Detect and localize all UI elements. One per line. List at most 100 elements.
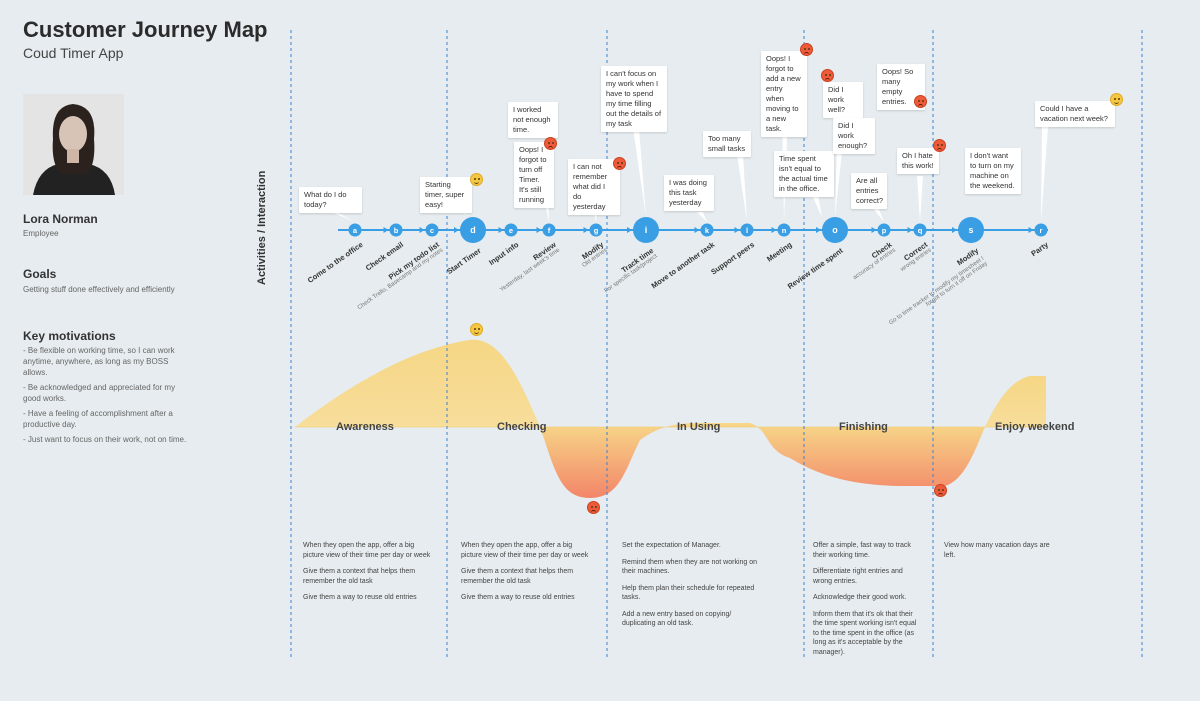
- motivation-item: - Be flexible on working time, so I can …: [23, 346, 175, 377]
- recommendation-item: Offer a simple, fast way to track their …: [813, 542, 911, 559]
- recommendations-awareness: When they open the app, offer a big pict…: [303, 541, 431, 610]
- timeline-arrow: [816, 227, 821, 233]
- timeline-arrow: [383, 227, 389, 233]
- step-node-letter: c: [430, 226, 434, 235]
- step-node-circle: [740, 223, 754, 237]
- bubble-thought: Are all entries correct?: [851, 173, 887, 209]
- persona-name: Lora Norman: [23, 212, 98, 226]
- step-node-letter: b: [394, 226, 399, 235]
- step-node-a: a: [348, 223, 362, 237]
- sad-face-icon: [613, 157, 626, 170]
- step-node-circle: [542, 223, 556, 237]
- step-node-letter: f: [548, 226, 551, 235]
- step-node-letter: d: [470, 225, 476, 235]
- step-node-l: l: [740, 223, 754, 237]
- step-node-circle: [633, 217, 659, 243]
- step-node-letter: q: [918, 226, 923, 235]
- step-node-f: f: [542, 223, 556, 237]
- bubble-thought: What do I do today?: [299, 187, 362, 213]
- step-node-circle: [913, 223, 927, 237]
- bubble-thought: Too many small tasks: [703, 131, 751, 157]
- sad-face-icon: [821, 69, 834, 82]
- step-node-q: q: [913, 223, 927, 237]
- goals-text: Getting stuff done effectively and effic…: [23, 285, 175, 294]
- recommendation-item: Give them a context that helps them reme…: [461, 568, 574, 585]
- step-node-letter: s: [968, 225, 973, 235]
- step-node-c: c: [425, 223, 439, 237]
- phase-label: Enjoy weekend: [995, 421, 1075, 433]
- step-node-circle: [425, 223, 439, 237]
- recommendations-in-using: Set the expectation of Manager. Remind t…: [622, 541, 762, 636]
- recommendation-item: Give them a way to reuse old entries: [303, 594, 417, 601]
- bubble-thought: I don't want to turn on my machine on th…: [965, 148, 1021, 194]
- recommendation-item: Help them plan their schedule for repeat…: [622, 584, 755, 602]
- step-node-o: o: [822, 217, 848, 243]
- bubble-thought: Did I work enough?: [833, 118, 875, 154]
- recommendation-item: View how many vacation days are left.: [944, 542, 1050, 559]
- recommendations-weekend: View how many vacation days are left.: [944, 541, 1054, 567]
- page-subtitle: Coud Timer App: [23, 45, 124, 61]
- step-node-circle: [1034, 223, 1048, 237]
- step-node-circle: [877, 223, 891, 237]
- timeline-arrow: [583, 227, 589, 233]
- sad-face-icon: [934, 484, 947, 497]
- step-node-circle: [700, 223, 714, 237]
- bubble-tail: [327, 210, 355, 222]
- bubble-tail: [633, 128, 646, 217]
- bubble-tail: [872, 207, 884, 222]
- step-node-circle: [348, 223, 362, 237]
- happy-face-icon: [470, 323, 483, 336]
- step-node-p: p: [877, 223, 891, 237]
- step-node-k: k: [700, 223, 714, 237]
- bubble-tail: [812, 195, 822, 217]
- bubble-tail: [835, 142, 843, 217]
- timeline-arrow: [871, 227, 877, 233]
- recommendation-item: When they open the app, offer a big pict…: [303, 542, 431, 559]
- recommendation-item: Set the expectation of Manager.: [622, 542, 721, 549]
- step-node-n: n: [777, 223, 791, 237]
- recommendation-item: Inform them that it's ok that their the …: [813, 610, 917, 656]
- step-node-letter: l: [746, 226, 748, 235]
- timeline-arrow: [536, 227, 542, 233]
- recommendation-item: Give them a way to reuse old entries: [461, 594, 575, 601]
- motivations-heading: Key motivations: [23, 329, 116, 343]
- recommendations-checking: When they open the app, offer a big pict…: [461, 541, 589, 610]
- timeline-arrow: [1028, 227, 1034, 233]
- bubble-thought: I can not remember what did I do yesterd…: [568, 159, 620, 215]
- bubble-thought: Time spent isn't equal to the actual tim…: [774, 151, 834, 197]
- recommendation-item: Remind them when they are not working on…: [622, 558, 758, 576]
- step-node-circle: [504, 223, 518, 237]
- persona-role: Employee: [23, 229, 59, 238]
- motivation-item: - Just want to focus on their work, not …: [23, 435, 187, 444]
- phase-label: Checking: [497, 421, 547, 433]
- step-node-i: i: [633, 217, 659, 243]
- bubble-thought: I was doing this task yesterday: [664, 175, 714, 211]
- bubble-tail: [737, 154, 747, 222]
- step-node-letter: e: [509, 226, 513, 235]
- step-node-letter: a: [353, 226, 358, 235]
- step-node-circle: [389, 223, 403, 237]
- timeline-arrow: [907, 227, 913, 233]
- bubble-thought: Oops! I forgot to add a new entry when m…: [761, 51, 807, 137]
- timeline-arrow: [952, 227, 957, 233]
- sad-face-icon: [933, 139, 946, 152]
- timeline-arrow: [771, 227, 777, 233]
- bubble-tail: [1041, 127, 1048, 222]
- recommendations-finishing: Offer a simple, fast way to track their …: [813, 541, 923, 664]
- step-node-g: g: [589, 223, 603, 237]
- emotion-curve-positive-end: [985, 376, 1046, 427]
- bubble-thought: I worked not enough time.: [508, 102, 558, 138]
- step-node-circle: [822, 217, 848, 243]
- recommendation-item: Give them a context that helps them reme…: [303, 568, 416, 585]
- step-node-d: d: [460, 217, 486, 243]
- step-node-letter: n: [782, 226, 787, 235]
- step-node-letter: i: [645, 225, 648, 235]
- motivation-item: - Have a feeling of accomplishment after…: [23, 409, 173, 429]
- recommendation-item: Acknowledge their good work.: [813, 594, 907, 601]
- bubble-thought: Starting timer, super easy!: [420, 177, 472, 213]
- timeline-arrow: [627, 227, 632, 233]
- sad-face-icon: [800, 43, 813, 56]
- recommendation-item: When they open the app, offer a big pict…: [461, 542, 589, 559]
- step-node-letter: p: [882, 226, 887, 235]
